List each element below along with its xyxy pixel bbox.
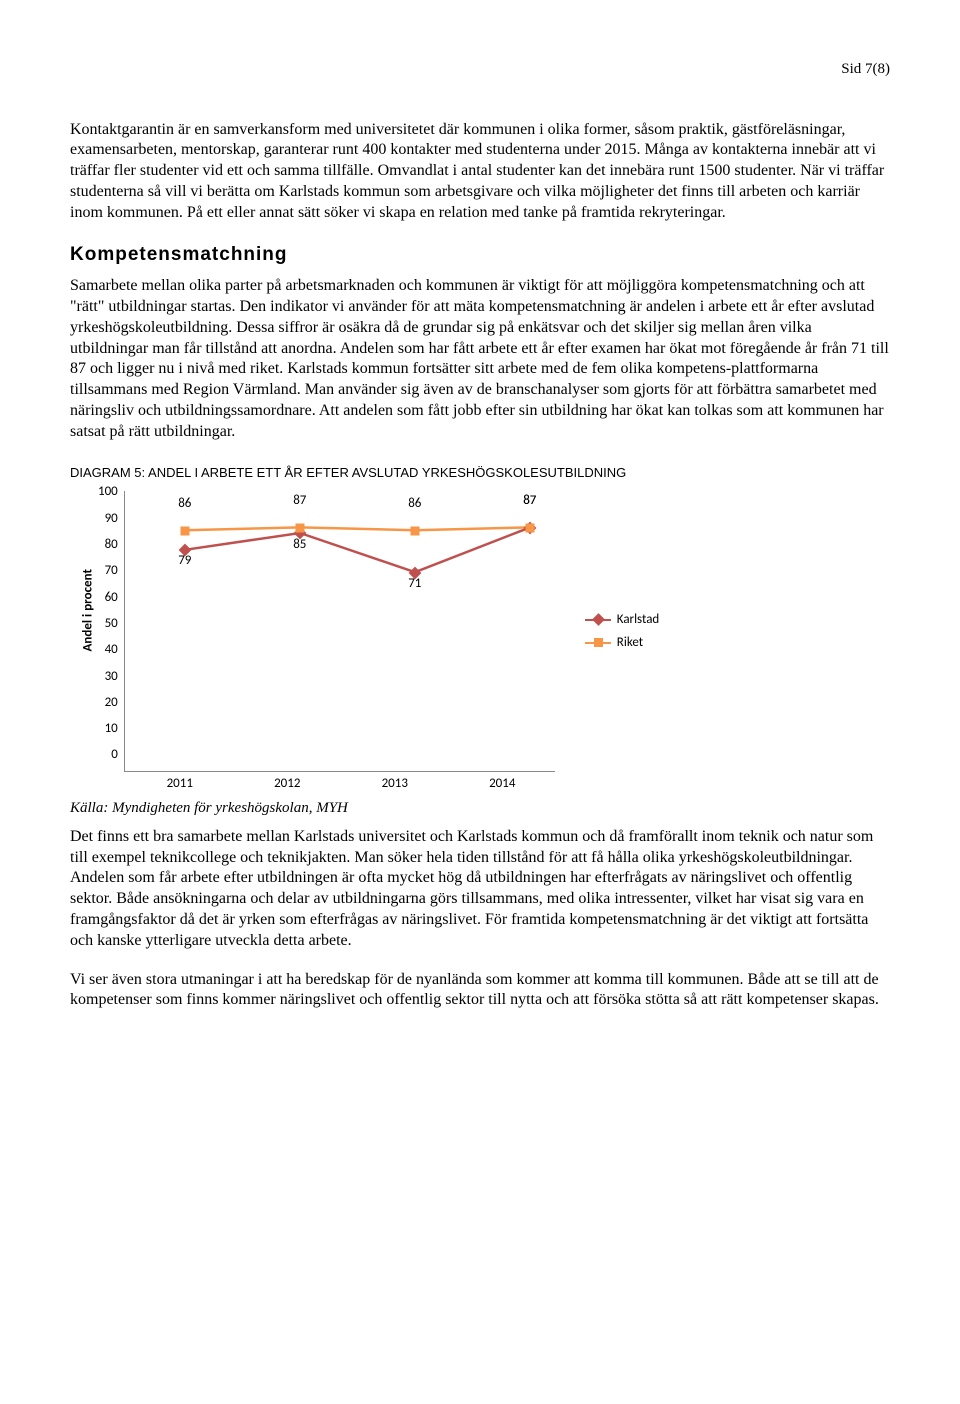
ytick-label: 0 (98, 747, 118, 764)
data-point (525, 523, 534, 532)
chart-legend: Karlstad Riket (585, 606, 659, 658)
legend-item: Riket (585, 635, 659, 652)
legend-label: Karlstad (617, 612, 659, 629)
diagram-title: DIAGRAM 5: ANDEL I ARBETE ETT ÅR EFTER A… (70, 465, 890, 482)
paragraph-samarbete: Det finns ett bra samarbete mellan Karls… (70, 827, 890, 952)
ytick-label: 40 (98, 642, 118, 659)
heading-kompetensmatchning: Kompetensmatchning (70, 243, 890, 268)
data-label: 87 (293, 493, 306, 510)
chart-ylabel: Andel i procent (81, 633, 98, 651)
chart-plot-area: 7985718786878687 (124, 491, 555, 772)
data-label: 79 (178, 553, 191, 570)
square-marker-icon (594, 638, 603, 647)
chart-source: Källa: Myndigheten för yrkeshögskolan, M… (70, 799, 890, 819)
ytick-label: 90 (98, 511, 118, 528)
xtick-label: 2014 (449, 776, 557, 793)
paragraph-intro: Kontaktgarantin är en samverkansform med… (70, 120, 890, 224)
ytick-label: 70 (98, 563, 118, 580)
ytick-label: 60 (98, 590, 118, 607)
legend-line-icon (585, 642, 611, 644)
data-point (295, 523, 304, 532)
chart-container: Andel i procent 1009080706050403020100 7… (80, 491, 890, 793)
paragraph-utmaningar: Vi ser även stora utmaningar i att ha be… (70, 970, 890, 1012)
square-marker-icon (525, 523, 534, 532)
ytick-label: 80 (98, 537, 118, 554)
xtick-label: 2011 (126, 776, 234, 793)
square-marker-icon (410, 526, 419, 535)
data-label: 71 (408, 576, 421, 593)
legend-item: Karlstad (585, 612, 659, 629)
ytick-label: 20 (98, 695, 118, 712)
xtick-label: 2012 (234, 776, 342, 793)
paragraph-kompetens: Samarbete mellan olika parter på arbetsm… (70, 276, 890, 442)
data-label: 85 (293, 537, 306, 554)
page-number: Sid 7(8) (70, 60, 890, 80)
square-marker-icon (180, 526, 189, 535)
diamond-marker-icon (592, 614, 605, 627)
ytick-label: 10 (98, 721, 118, 738)
data-label: 87 (523, 493, 536, 510)
ytick-label: 30 (98, 669, 118, 686)
legend-line-icon (585, 619, 611, 621)
data-point (180, 526, 189, 535)
data-label: 86 (178, 496, 191, 513)
chart-xticks: 2011201220132014 (126, 776, 556, 793)
xtick-label: 2013 (341, 776, 449, 793)
ytick-label: 50 (98, 616, 118, 633)
legend-label: Riket (617, 635, 643, 652)
data-label: 86 (408, 496, 421, 513)
ytick-label: 100 (98, 484, 118, 501)
square-marker-icon (295, 523, 304, 532)
chart-yticks: 1009080706050403020100 (98, 484, 124, 764)
data-point (410, 526, 419, 535)
